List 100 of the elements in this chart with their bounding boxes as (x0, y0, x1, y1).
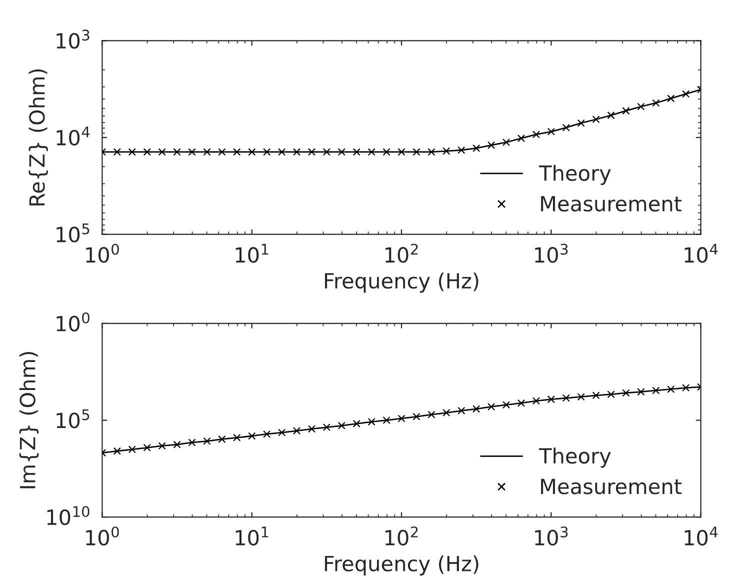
legend-label: Measurement (541, 478, 682, 494)
y-axis-title: Im{Z} (Ohm) (19, 352, 39, 488)
y-tick-label: 10$^{0}$ (56, 312, 90, 332)
point (412, 412, 420, 420)
x-axis-title: Frequency (Hz) (324, 555, 478, 576)
point (592, 392, 600, 400)
point (308, 148, 316, 156)
point (173, 148, 181, 156)
point (532, 397, 540, 405)
point (113, 447, 121, 455)
x-tick-label: 10$^{3}$ (535, 526, 568, 546)
point (203, 148, 211, 156)
point (233, 434, 241, 442)
legend-label: Measurement (541, 196, 682, 212)
point (143, 148, 151, 156)
point (577, 393, 585, 401)
point (233, 148, 241, 156)
point (308, 425, 316, 433)
y-tick-label: 10$^{10}$ (47, 506, 90, 526)
x-tick-label: 10$^{1}$ (236, 526, 268, 546)
y-tick-label: 10$^{5}$ (56, 409, 90, 428)
point (517, 399, 526, 407)
point (368, 148, 376, 156)
point (592, 116, 600, 124)
point (472, 405, 480, 413)
point (128, 446, 136, 454)
point (248, 148, 256, 156)
point (218, 148, 226, 156)
x-tick-label: 10$^{2}$ (385, 526, 418, 546)
point (428, 148, 436, 156)
point (517, 134, 526, 142)
y-tick-label: 10$^{3}$ (56, 30, 90, 49)
point (368, 418, 376, 426)
point (532, 130, 540, 138)
point (607, 112, 615, 120)
point (667, 94, 675, 102)
y-tick-label: 10$^{4}$ (56, 126, 90, 146)
point (322, 148, 330, 156)
point (637, 102, 645, 110)
point (547, 396, 555, 404)
x-tick-label: 10$^{0}$ (86, 526, 119, 546)
point (382, 148, 390, 156)
point (562, 394, 570, 402)
point (667, 385, 675, 394)
point (577, 119, 585, 127)
x-tick-label: 10$^{4}$ (684, 244, 718, 263)
point (338, 148, 346, 156)
point (637, 388, 645, 396)
point (502, 401, 510, 409)
point (562, 124, 570, 132)
point (143, 444, 151, 452)
point (607, 390, 615, 398)
point (622, 389, 630, 397)
point (292, 426, 301, 435)
point (113, 148, 121, 156)
point (682, 90, 690, 98)
y-tick-label: 10$^{5}$ (56, 224, 90, 242)
point (622, 106, 630, 115)
legend-label: Theory (538, 448, 611, 468)
point (352, 420, 360, 428)
x-tick-label: 10$^{0}$ (86, 244, 119, 263)
point (458, 406, 466, 414)
point (428, 410, 436, 418)
point (263, 430, 271, 438)
point (487, 141, 496, 149)
point (487, 402, 496, 411)
point (218, 435, 226, 444)
point (203, 437, 211, 445)
point (547, 128, 555, 136)
point (173, 440, 181, 448)
point (458, 146, 466, 154)
y-axis-title: Re{Z} (Ohm) (28, 69, 48, 206)
point (472, 144, 480, 152)
point (292, 148, 301, 156)
x-axis-title: Frequency (Hz) (324, 272, 478, 293)
point (338, 422, 346, 430)
point (652, 99, 660, 107)
point (188, 438, 196, 446)
point (278, 148, 286, 156)
x-tick-label: 10$^{3}$ (535, 244, 568, 263)
point (322, 423, 330, 432)
point (158, 148, 166, 156)
point (248, 432, 256, 440)
x-tick-label: 10$^{2}$ (385, 244, 418, 263)
point (382, 416, 390, 424)
point (442, 408, 450, 417)
point (158, 442, 166, 450)
point (652, 386, 660, 394)
point (128, 148, 136, 156)
point (352, 148, 360, 156)
point (682, 384, 690, 392)
point (188, 148, 196, 156)
point (398, 148, 406, 156)
point (442, 147, 450, 155)
point (278, 428, 286, 436)
point (398, 414, 406, 422)
x-tick-label: 10$^{4}$ (684, 526, 718, 546)
point (263, 148, 271, 156)
point (502, 138, 510, 146)
legend-label: Theory (538, 164, 611, 186)
